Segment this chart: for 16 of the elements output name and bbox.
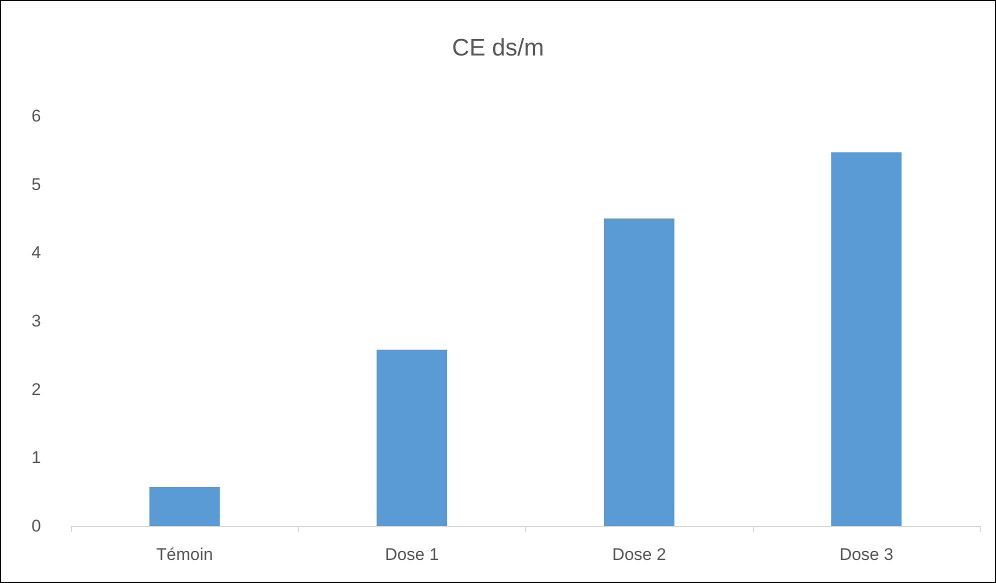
x-tick-label: Dose 1: [384, 545, 439, 564]
bar: [149, 487, 220, 526]
y-tick-label: 4: [32, 243, 41, 262]
x-tick-label: Dose 2: [612, 545, 666, 564]
x-tick-label: Témoin: [156, 545, 213, 564]
y-tick-label: 2: [32, 380, 41, 399]
y-tick-label: 6: [32, 106, 41, 126]
bar: [376, 350, 448, 526]
y-tick-label: 1: [32, 448, 41, 468]
chart-title: CE ds/m: [452, 34, 544, 62]
y-tick-label: 5: [32, 174, 41, 194]
bar: [604, 218, 674, 526]
x-tick-label: Dose 3: [839, 545, 894, 564]
bar: [831, 152, 902, 526]
y-tick-label: 0: [32, 516, 41, 536]
y-tick-label: 3: [32, 312, 41, 330]
